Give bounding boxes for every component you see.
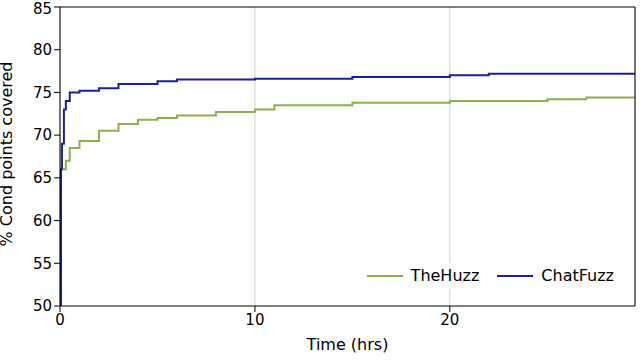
svg-text:75: 75 bbox=[33, 84, 52, 102]
svg-text:70: 70 bbox=[33, 126, 52, 144]
svg-text:50: 50 bbox=[33, 297, 52, 315]
svg-text:0: 0 bbox=[55, 311, 65, 329]
svg-text:80: 80 bbox=[33, 41, 52, 59]
svg-text:20: 20 bbox=[440, 311, 459, 329]
svg-text:% Cond points covered: % Cond points covered bbox=[8, 62, 16, 247]
html-text:ChatFuzz: ChatFuzz bbox=[541, 266, 614, 285]
svg-text:10: 10 bbox=[245, 311, 264, 329]
svg-text:60: 60 bbox=[33, 212, 52, 230]
svg-text:65: 65 bbox=[33, 169, 52, 187]
svg-text:85: 85 bbox=[33, 0, 52, 18]
html-text:TheHuzz: TheHuzz bbox=[410, 266, 480, 285]
svg-text:Time (hrs): Time (hrs) bbox=[306, 335, 389, 354]
svg-text:55: 55 bbox=[33, 255, 52, 273]
